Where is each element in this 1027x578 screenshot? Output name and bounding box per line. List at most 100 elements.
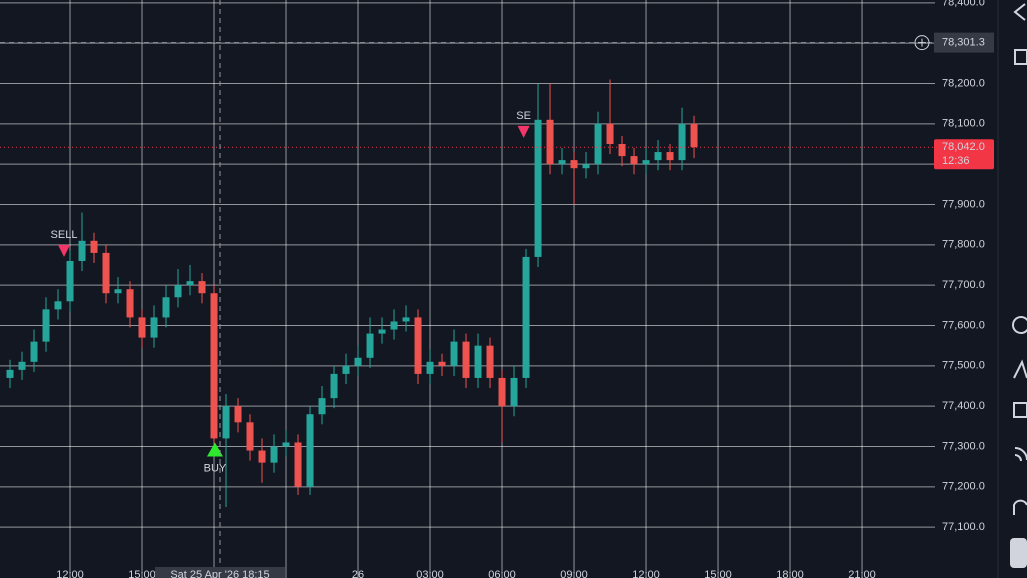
crosshair-plus-sign xyxy=(918,38,926,47)
candle-body xyxy=(402,317,410,322)
candle-body xyxy=(546,119,554,165)
y-tick-label: 77,800.0 xyxy=(942,239,985,251)
crosshair-price-box xyxy=(934,32,994,53)
candle-body xyxy=(654,152,662,161)
signal-arrow xyxy=(206,442,223,457)
candle-body xyxy=(354,357,362,366)
candle-body xyxy=(366,333,374,358)
candle-body xyxy=(294,442,302,487)
candle-body xyxy=(174,285,182,298)
x-tick-label: 15:00 xyxy=(704,569,732,578)
candle-body xyxy=(450,341,458,366)
crosshair-price-label: 78,301.3 xyxy=(942,37,985,49)
candle-body xyxy=(138,317,146,338)
candle-body xyxy=(462,341,470,378)
candle-body xyxy=(594,123,602,165)
y-tick-label: 77,300.0 xyxy=(942,440,985,452)
y-tick-label: 78,400.0 xyxy=(942,0,985,9)
signal-label: BUY xyxy=(204,462,227,474)
candle-body xyxy=(30,341,38,362)
candle-body xyxy=(414,317,422,374)
candle-body xyxy=(306,414,314,487)
candle-body xyxy=(522,256,530,378)
icon-apps[interactable] xyxy=(1010,538,1027,568)
candle-body xyxy=(534,119,542,257)
icon-alert[interactable] xyxy=(1013,359,1027,379)
icon-collapse[interactable] xyxy=(1013,3,1026,21)
candle-body xyxy=(606,123,614,144)
candle-body xyxy=(390,321,398,330)
plot: 77,100.0 77,200.0 77,300.0 77,400.0 77,500.0… xyxy=(0,0,994,578)
signal-arrow xyxy=(517,125,530,138)
candle-body xyxy=(666,152,674,161)
toolbar-icons[interactable] xyxy=(1012,3,1027,515)
candle-body xyxy=(438,361,446,366)
x-tick-label: 21:00 xyxy=(848,569,876,578)
candle-body xyxy=(690,123,698,148)
y-tick-label: 77,600.0 xyxy=(942,319,985,331)
candle-body xyxy=(378,329,386,334)
x-tick-label: 09:00 xyxy=(560,569,588,578)
last-price-label: 78,042.0 xyxy=(942,141,985,153)
countdown-label: 12:36 xyxy=(942,155,970,167)
icon-chat[interactable] xyxy=(1014,49,1027,65)
candle-body xyxy=(558,160,566,165)
candle-body xyxy=(186,281,194,286)
crosshair-plus xyxy=(914,35,930,51)
signal-label: SE xyxy=(516,110,531,122)
x-tick-label: 12:00 xyxy=(56,569,84,578)
candle-body xyxy=(42,309,50,342)
signal-arrow xyxy=(58,244,71,257)
candle-body xyxy=(6,369,14,378)
icon-target[interactable] xyxy=(1012,316,1027,334)
icon-bell[interactable] xyxy=(1013,499,1027,515)
y-tick-label: 78,200.0 xyxy=(942,77,985,89)
candle-body xyxy=(330,373,338,399)
candle-body xyxy=(54,301,62,310)
toolbar xyxy=(998,0,1027,578)
y-tick-label: 77,500.0 xyxy=(942,360,985,372)
y-tick-label: 77,200.0 xyxy=(942,481,985,493)
candle-body xyxy=(198,281,206,294)
candle-body xyxy=(474,345,482,378)
candle-body xyxy=(258,450,266,463)
icon-calendar[interactable] xyxy=(1013,402,1027,418)
candle-body xyxy=(246,422,254,451)
signal-label: SELL xyxy=(51,229,78,241)
candle-body xyxy=(90,240,98,253)
candle-body xyxy=(102,252,110,294)
candle-body xyxy=(234,406,242,423)
candle-body xyxy=(270,446,278,463)
candle-body xyxy=(150,317,158,338)
candle-body xyxy=(582,164,590,169)
candle-body xyxy=(66,260,74,302)
x-tick-label: 18:00 xyxy=(776,569,804,578)
candle-body xyxy=(570,160,578,169)
x-tick-label: 03:00 xyxy=(416,569,444,578)
x-tick-label: 06:00 xyxy=(488,569,516,578)
candle-body xyxy=(510,377,518,407)
x-tick-label: 12:00 xyxy=(632,569,660,578)
candle-body xyxy=(162,297,170,318)
x-tick-label: 26 xyxy=(352,569,364,578)
y-tick-label: 77,700.0 xyxy=(942,279,985,291)
candle-body xyxy=(126,289,134,318)
y-tick-label: 77,400.0 xyxy=(942,400,985,412)
candle-body xyxy=(426,361,434,374)
last-price-box xyxy=(934,139,994,170)
candle-body xyxy=(678,123,686,161)
candle-body xyxy=(282,442,290,447)
y-tick-label: 77,100.0 xyxy=(942,521,985,533)
candle-body xyxy=(642,160,650,165)
y-tick-label: 78,100.0 xyxy=(942,118,985,130)
candle-body xyxy=(486,345,494,378)
candle-body xyxy=(210,293,218,439)
candle-body xyxy=(78,240,86,261)
candle-body xyxy=(618,143,626,157)
candle-body xyxy=(222,406,230,439)
candle-body xyxy=(114,289,122,294)
candle-body xyxy=(342,365,350,374)
